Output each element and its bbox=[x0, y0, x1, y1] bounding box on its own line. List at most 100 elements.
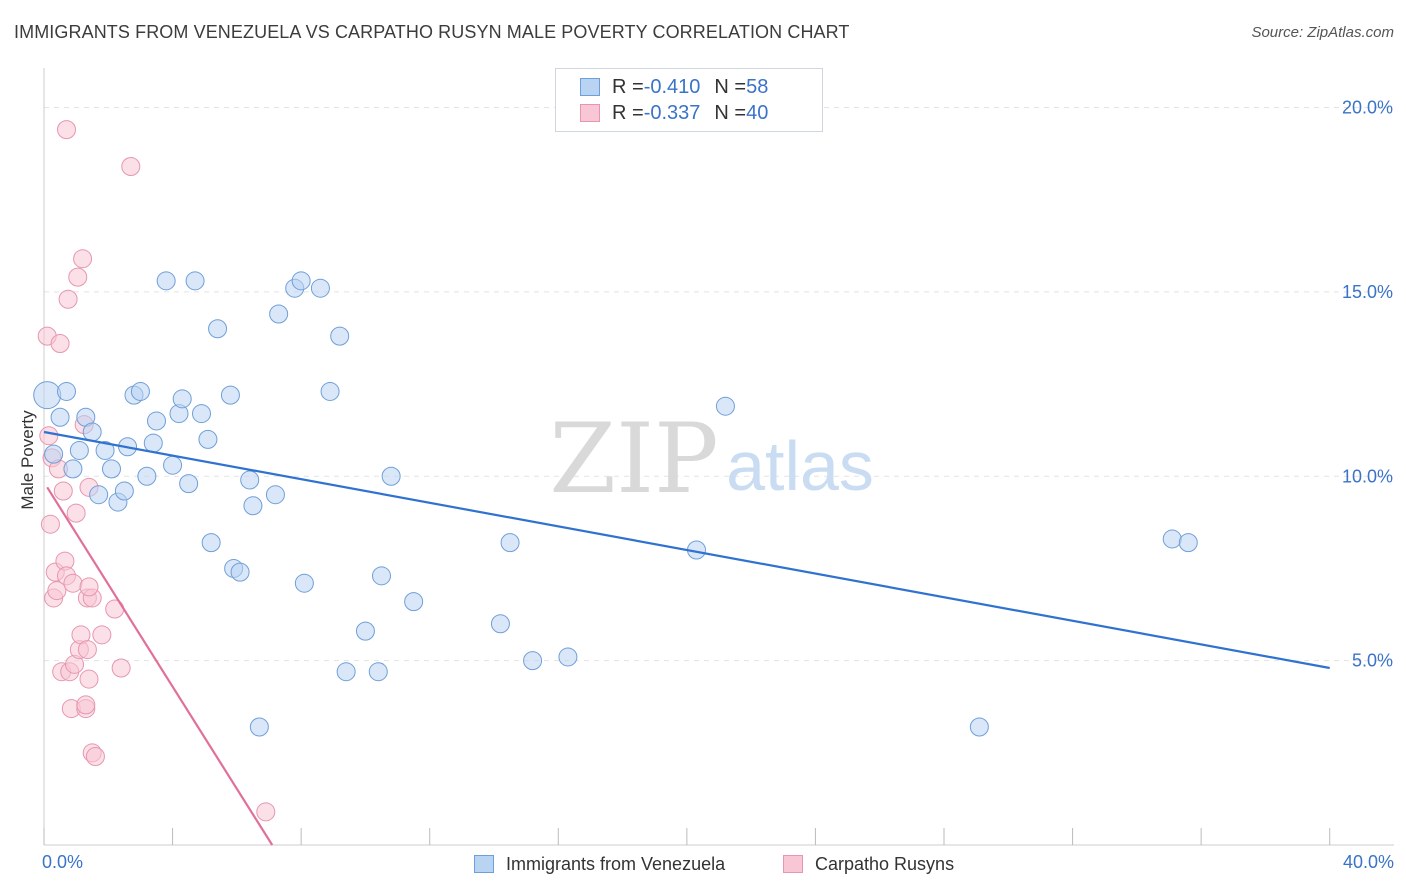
y-tick-labels: 5.0% 10.0% 15.0% 20.0% bbox=[1342, 98, 1393, 671]
data-point bbox=[198, 429, 218, 449]
y-tick-label: 5.0% bbox=[1352, 651, 1393, 671]
data-point bbox=[163, 455, 183, 475]
series-venezuela-points bbox=[33, 271, 1198, 737]
bottom-legend-label: Carpatho Rusyns bbox=[815, 853, 955, 874]
data-point bbox=[330, 326, 350, 346]
data-point bbox=[73, 249, 93, 269]
data-point bbox=[92, 625, 112, 645]
data-point bbox=[114, 481, 134, 501]
data-point bbox=[192, 404, 211, 424]
data-point bbox=[50, 334, 70, 353]
data-point bbox=[130, 381, 150, 401]
trend-lines bbox=[43, 430, 1330, 846]
legend-row-venezuela: R = -0.410 N = 58 bbox=[580, 75, 768, 99]
trend-line bbox=[46, 486, 274, 846]
data-point bbox=[265, 485, 285, 505]
data-point bbox=[172, 389, 192, 409]
y-tick-label: 15.0% bbox=[1342, 282, 1393, 302]
data-point bbox=[179, 474, 199, 494]
stats-legend: R = -0.410 N = 58 R = -0.337 N = 40 bbox=[555, 68, 823, 132]
data-point bbox=[355, 621, 375, 641]
data-point bbox=[185, 271, 205, 291]
data-point bbox=[68, 267, 88, 287]
data-point bbox=[58, 289, 78, 309]
data-point bbox=[79, 577, 99, 597]
legend-n-label: N = bbox=[714, 101, 747, 124]
chart-title: IMMIGRANTS FROM VENEZUELA VS CARPATHO RU… bbox=[14, 22, 850, 42]
data-point bbox=[230, 562, 250, 582]
series-carpatho-rusyns-points bbox=[37, 120, 276, 822]
data-point bbox=[523, 651, 543, 671]
watermark-zip: ZIP bbox=[549, 403, 718, 515]
legend-r-value: -0.410 bbox=[643, 75, 701, 98]
legend-n-value: 40 bbox=[746, 101, 769, 124]
data-point bbox=[89, 485, 109, 505]
data-point bbox=[310, 278, 330, 298]
data-point bbox=[63, 459, 83, 479]
legend-swatch-blue bbox=[580, 78, 600, 96]
data-point bbox=[269, 304, 289, 324]
data-point bbox=[79, 669, 99, 689]
legend-swatch-pink bbox=[580, 104, 600, 122]
data-point bbox=[69, 440, 89, 460]
data-point bbox=[111, 658, 131, 678]
data-point bbox=[47, 581, 67, 601]
legend-n-label: N = bbox=[714, 75, 747, 98]
data-point bbox=[147, 411, 166, 431]
data-point bbox=[63, 573, 83, 593]
data-point bbox=[201, 533, 221, 553]
data-point bbox=[320, 381, 340, 401]
x-tick-label-min: 0.0% bbox=[42, 852, 84, 872]
data-point bbox=[969, 717, 989, 737]
data-point bbox=[77, 640, 97, 660]
legend-swatch-blue bbox=[474, 855, 494, 873]
data-point bbox=[220, 385, 240, 405]
data-point bbox=[715, 396, 735, 416]
data-point bbox=[57, 120, 76, 140]
data-point bbox=[1162, 529, 1182, 549]
data-point bbox=[57, 381, 76, 401]
data-point bbox=[381, 466, 401, 486]
data-point bbox=[336, 662, 356, 682]
data-point bbox=[95, 440, 115, 460]
data-point bbox=[40, 514, 60, 534]
data-point bbox=[66, 503, 86, 523]
data-point bbox=[256, 802, 276, 822]
data-point bbox=[500, 533, 520, 553]
legend-row-carpatho: R = -0.337 N = 40 bbox=[580, 101, 768, 125]
data-point bbox=[121, 157, 141, 176]
source-label: Source: ZipAtlas.com bbox=[1251, 24, 1394, 41]
legend-n-value: 58 bbox=[746, 75, 769, 98]
data-point bbox=[85, 747, 105, 766]
legend-r-value: -0.337 bbox=[643, 101, 701, 124]
bottom-legend-label: Immigrants from Venezuela bbox=[506, 853, 726, 874]
data-point bbox=[102, 459, 121, 479]
data-point bbox=[33, 381, 62, 410]
watermark-atlas: atlas bbox=[726, 427, 874, 505]
data-point bbox=[137, 466, 157, 486]
data-point bbox=[156, 271, 176, 291]
legend-r-label: R = bbox=[612, 75, 644, 98]
data-point bbox=[558, 647, 578, 667]
y-tick-label: 20.0% bbox=[1342, 98, 1393, 118]
bottom-legend-carpatho[interactable]: Carpatho Rusyns bbox=[783, 852, 954, 876]
bottom-legend-venezuela[interactable]: Immigrants from Venezuela bbox=[474, 852, 725, 876]
data-point bbox=[291, 271, 311, 291]
data-point bbox=[372, 566, 391, 586]
trend-line bbox=[43, 430, 1330, 670]
data-point bbox=[76, 695, 96, 715]
data-point bbox=[404, 592, 424, 612]
data-point bbox=[53, 481, 73, 501]
y-tick-label: 10.0% bbox=[1342, 466, 1393, 486]
x-tick-label-max: 40.0% bbox=[1342, 852, 1394, 872]
data-point bbox=[39, 426, 59, 446]
data-point bbox=[249, 717, 269, 737]
data-point bbox=[82, 422, 102, 442]
data-point bbox=[50, 407, 70, 427]
data-point bbox=[1178, 533, 1198, 553]
data-point bbox=[368, 662, 388, 682]
watermark: ZIP atlas bbox=[549, 403, 874, 515]
data-point bbox=[208, 319, 228, 339]
data-point bbox=[143, 433, 163, 453]
